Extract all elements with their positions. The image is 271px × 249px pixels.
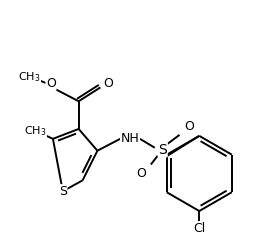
Text: CH$_3$: CH$_3$ xyxy=(18,71,40,84)
Text: NH: NH xyxy=(121,132,140,145)
Text: S: S xyxy=(59,185,67,198)
Text: S: S xyxy=(158,143,167,157)
Text: O: O xyxy=(103,77,113,90)
Text: O: O xyxy=(46,77,56,90)
Text: Cl: Cl xyxy=(193,222,205,235)
Text: O: O xyxy=(185,121,194,133)
Text: CH$_3$: CH$_3$ xyxy=(24,124,46,138)
Text: O: O xyxy=(136,167,146,180)
